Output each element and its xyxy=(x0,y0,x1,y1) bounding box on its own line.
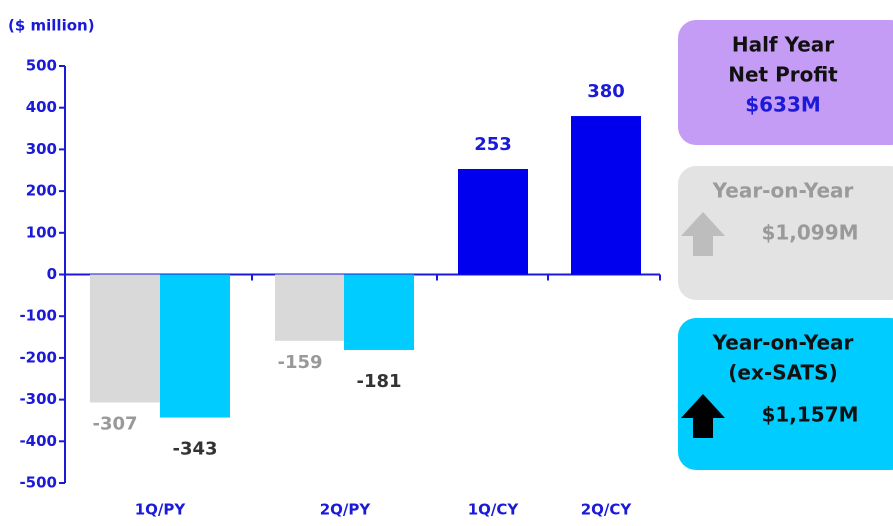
value-label: 253 xyxy=(474,134,512,155)
x-tick-label: 2Q/PY xyxy=(320,501,372,519)
y-tick-label: 100 xyxy=(26,223,57,241)
value-label: -343 xyxy=(172,439,217,460)
y-tick-label: 500 xyxy=(26,57,57,75)
arrow-icon xyxy=(681,212,725,256)
bar xyxy=(160,274,230,418)
value-label: -159 xyxy=(277,352,322,373)
panel-text: (ex-SATS) xyxy=(728,361,837,385)
x-tick-label: 1Q/CY xyxy=(468,501,520,519)
chart-subtitle: ($ million) xyxy=(8,17,95,35)
y-tick-label: 200 xyxy=(26,182,57,200)
panel-text: Year-on-Year xyxy=(712,331,854,355)
y-tick-label: -100 xyxy=(19,307,57,325)
bar xyxy=(90,274,160,403)
y-tick-label: -300 xyxy=(19,390,57,408)
value-label: 380 xyxy=(587,81,625,102)
x-tick-label: 2Q/CY xyxy=(581,501,633,519)
panel xyxy=(678,20,893,145)
y-tick-label: -200 xyxy=(19,348,57,366)
arrow-icon xyxy=(681,394,725,438)
panel-value: $1,099M xyxy=(761,221,858,245)
y-tick-label: 400 xyxy=(26,98,57,116)
value-label: -181 xyxy=(356,371,401,392)
panel xyxy=(678,318,893,470)
panel-value: $633M xyxy=(745,93,821,117)
y-tick-label: -400 xyxy=(19,432,57,450)
value-label: -307 xyxy=(92,414,137,435)
y-tick-label: 0 xyxy=(47,265,57,283)
bar xyxy=(571,116,641,275)
panel-text: Year-on-Year xyxy=(712,179,854,203)
bar xyxy=(458,168,528,275)
bar xyxy=(275,274,345,341)
bar xyxy=(344,274,414,350)
y-tick-label: 300 xyxy=(26,140,57,158)
panel-text: Net Profit xyxy=(728,63,838,87)
panel-value: $1,157M xyxy=(761,403,858,427)
panel xyxy=(678,166,893,300)
panel-text: Half Year xyxy=(732,33,834,57)
y-tick-label: -500 xyxy=(19,474,57,492)
x-tick-label: 1Q/PY xyxy=(135,501,187,519)
